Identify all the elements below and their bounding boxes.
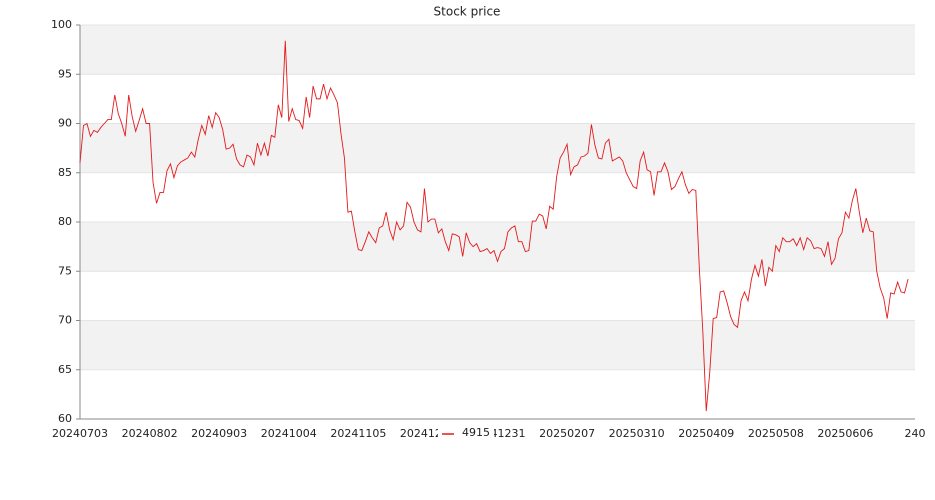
x-tick-label: 20250508 xyxy=(748,427,804,440)
x-tick-label: 20250606 xyxy=(817,427,873,440)
x-tick-label: 20241105 xyxy=(330,427,386,440)
grid-band xyxy=(80,320,915,370)
y-tick-label: 75 xyxy=(58,264,72,277)
y-tick-label: 90 xyxy=(58,117,72,130)
legend-label: 4915 xyxy=(462,426,490,439)
price-line xyxy=(79,40,909,412)
x-tick-label: 20250207 xyxy=(539,427,595,440)
x-tick-label: 20241004 xyxy=(261,427,317,440)
y-tick-label: 65 xyxy=(58,363,72,376)
y-tick-label: 95 xyxy=(58,67,72,80)
x-tick-label: 20250409 xyxy=(678,427,734,440)
x-tick-label: 20250310 xyxy=(609,427,665,440)
legend-box xyxy=(438,425,494,441)
y-tick-label: 80 xyxy=(58,215,72,228)
y-tick-label: 70 xyxy=(58,314,72,327)
x-tick-label: 20240802 xyxy=(122,427,178,440)
x-tick-label: 20240703 xyxy=(52,427,108,440)
y-tick-label: 85 xyxy=(58,166,72,179)
x-tick-label: 240 xyxy=(905,427,926,440)
grid-band xyxy=(80,222,915,272)
x-tick-label: 20240903 xyxy=(191,427,247,440)
y-tick-label: 100 xyxy=(51,18,72,31)
chart-title: Stock price xyxy=(434,5,501,19)
grid-band xyxy=(80,123,915,173)
grid-band xyxy=(80,25,915,75)
y-tick-label: 60 xyxy=(58,412,72,425)
